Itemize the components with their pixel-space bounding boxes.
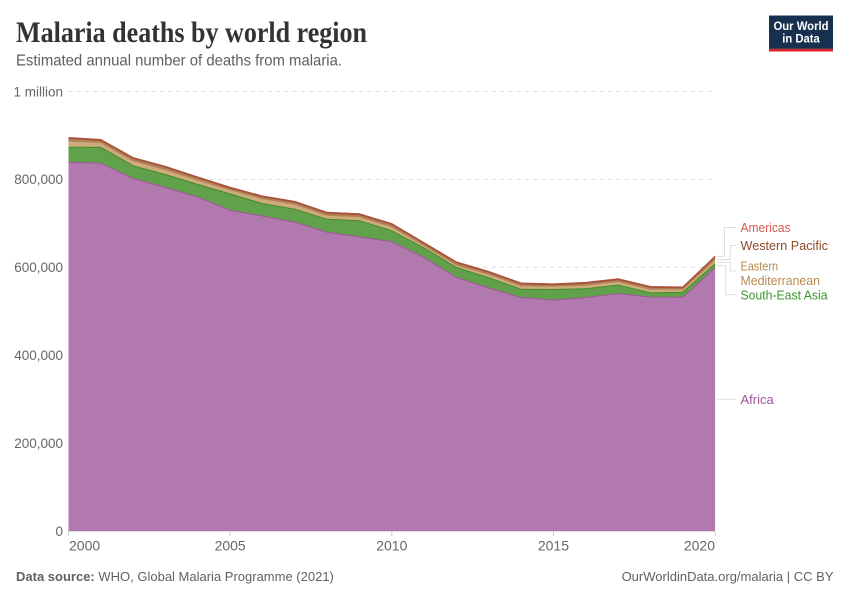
svg-text:Western Pacific: Western Pacific — [741, 238, 829, 253]
svg-text:Malaria deaths by world region: Malaria deaths by world region — [16, 17, 367, 49]
svg-text:OurWorldinData.org/malaria | C: OurWorldinData.org/malaria | CC BY — [622, 569, 834, 584]
svg-text:Our World: Our World — [774, 19, 829, 33]
svg-text:200,000: 200,000 — [14, 436, 63, 451]
svg-text:0: 0 — [55, 524, 63, 539]
svg-text:Mediterranean: Mediterranean — [741, 273, 821, 288]
svg-text:2015: 2015 — [538, 538, 569, 554]
svg-text:Americas: Americas — [741, 220, 791, 235]
svg-text:1 million: 1 million — [13, 84, 63, 99]
svg-text:2020: 2020 — [684, 538, 715, 554]
svg-text:2000: 2000 — [69, 538, 100, 554]
svg-text:Data source: WHO, Global Malar: Data source: WHO, Global Malaria Program… — [16, 569, 334, 584]
svg-text:2010: 2010 — [376, 538, 407, 554]
svg-text:South-East Asia: South-East Asia — [741, 287, 829, 302]
svg-text:Africa: Africa — [741, 392, 775, 407]
svg-text:400,000: 400,000 — [14, 348, 63, 363]
svg-text:800,000: 800,000 — [14, 172, 63, 187]
svg-text:Eastern: Eastern — [741, 259, 779, 274]
svg-text:in Data: in Data — [782, 32, 820, 46]
svg-text:Estimated annual number of dea: Estimated annual number of deaths from m… — [16, 53, 342, 70]
svg-text:2005: 2005 — [215, 538, 246, 554]
svg-text:600,000: 600,000 — [14, 260, 63, 275]
